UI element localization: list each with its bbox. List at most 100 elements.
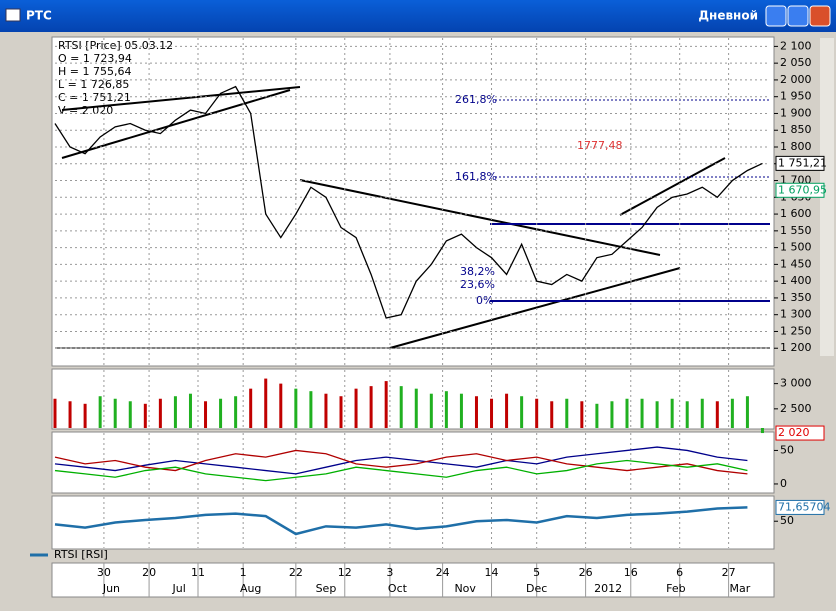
volume-bar [655, 401, 659, 428]
volume-bar [625, 398, 629, 428]
series-line [54, 449, 748, 475]
volume-bar [219, 398, 223, 428]
volume-bar [459, 393, 463, 428]
value-marker [775, 499, 825, 515]
volume-bar [98, 396, 102, 428]
x-tick-label: 24 [436, 566, 450, 579]
value-marker [775, 182, 825, 198]
volume-bar [339, 396, 343, 428]
y-tick-label: 1 450 [780, 257, 812, 270]
volume-bar [53, 398, 57, 428]
y-tick-label: 50 [780, 514, 794, 527]
volume-bar [354, 388, 358, 428]
x-tick-label: 1 [240, 566, 247, 579]
x-tick-label: 26 [579, 566, 593, 579]
volume-bar [324, 393, 328, 428]
date-axis [51, 562, 775, 598]
fib-label: 261,8% [455, 93, 497, 106]
series-line [54, 85, 763, 319]
price-annotation: 1777,48 [577, 139, 623, 152]
minimize-button[interactable] [765, 5, 787, 27]
series-line [54, 446, 748, 475]
y-tick-label: 1 400 [780, 274, 812, 287]
volume-bar [429, 393, 433, 428]
y-tick-label: 1 950 [780, 90, 812, 103]
window-title: РТС [26, 9, 52, 23]
volume-bar [610, 401, 614, 428]
month-label: 2012 [594, 582, 622, 595]
y-tick-label: 0 [780, 477, 787, 490]
y-tick-label: 1 300 [780, 308, 812, 321]
series-line [54, 459, 748, 482]
app-icon [5, 8, 21, 22]
legend-ohlcv: V = 2 020 [58, 104, 113, 117]
x-tick-label: 16 [624, 566, 638, 579]
volume-bar [700, 398, 704, 428]
month-label: Mar [730, 582, 751, 595]
volume-bar [490, 398, 494, 428]
volume-bar [760, 428, 764, 434]
volume-panel [51, 368, 775, 430]
value-marker [775, 155, 825, 171]
y-tick-label: 1 600 [780, 207, 812, 220]
y-tick-label: 2 000 [780, 73, 812, 86]
y-tick-label: 2 500 [780, 402, 812, 415]
legend-label: RTSI [RSI] [54, 548, 108, 561]
month-label: Sep [316, 582, 337, 595]
month-label: Feb [666, 582, 685, 595]
month-label: Oct [388, 582, 408, 595]
volume-bar [670, 398, 674, 428]
volume-bar [279, 383, 283, 428]
y-tick-label: 1 550 [780, 224, 812, 237]
y-tick-label: 3 000 [780, 377, 812, 390]
month-label: Aug [240, 582, 261, 595]
y-tick-label: 2 050 [780, 56, 812, 69]
scrollbar[interactable] [820, 38, 834, 356]
month-label: Nov [454, 582, 476, 595]
x-tick-label: 22 [289, 566, 303, 579]
legend-ohlcv: O = 1 723,94 [58, 52, 132, 65]
y-tick-label: 2 100 [780, 39, 812, 52]
volume-bar [384, 381, 388, 428]
maximize-button[interactable] [787, 5, 809, 27]
y-tick-label: 50 [780, 443, 794, 456]
volume-bar [580, 401, 584, 428]
month-label: Jun [102, 582, 120, 595]
y-tick-label: 1 200 [780, 341, 812, 354]
volume-bar [188, 393, 192, 428]
volume-bar [173, 396, 177, 428]
x-tick-label: 5 [533, 566, 540, 579]
x-tick-label: 27 [722, 566, 736, 579]
price-panel [51, 36, 775, 367]
close-button[interactable] [809, 5, 831, 27]
x-tick-label: 11 [191, 566, 205, 579]
volume-bar [640, 398, 644, 428]
volume-bar [399, 386, 403, 428]
volume-bar [113, 398, 117, 428]
volume-bar [595, 403, 599, 428]
volume-bar [444, 391, 448, 428]
legend: RTSI [Price] 05.03.12 O = 1 723,94 H = 1… [58, 39, 173, 117]
legend-ohlcv: H = 1 755,64 [58, 65, 131, 78]
y-tick-label: 1 900 [780, 106, 812, 119]
series-line [54, 506, 748, 536]
volume-bar [474, 396, 478, 428]
value-marker-label: 1 751,21 [778, 156, 827, 169]
fib-label: 161,8% [455, 170, 497, 183]
y-tick-label: 1 850 [780, 123, 812, 136]
period: Дневной [698, 9, 758, 23]
value-marker [775, 425, 825, 441]
oscillator-panel [51, 431, 775, 494]
x-tick-label: 12 [338, 566, 352, 579]
legend-ohlcv: C = 1 751,21 [58, 91, 131, 104]
title-bar [0, 0, 836, 32]
y-tick-label: 1 800 [780, 140, 812, 153]
volume-bar [309, 391, 313, 428]
value-marker-label: 71,65704 [778, 500, 831, 513]
x-tick-label: 20 [142, 566, 156, 579]
volume-bar [143, 403, 147, 428]
value-marker-label: 1 670,95 [778, 183, 827, 196]
volume-bar [128, 401, 132, 428]
volume-bar [158, 398, 162, 428]
volume-bar [234, 396, 238, 428]
